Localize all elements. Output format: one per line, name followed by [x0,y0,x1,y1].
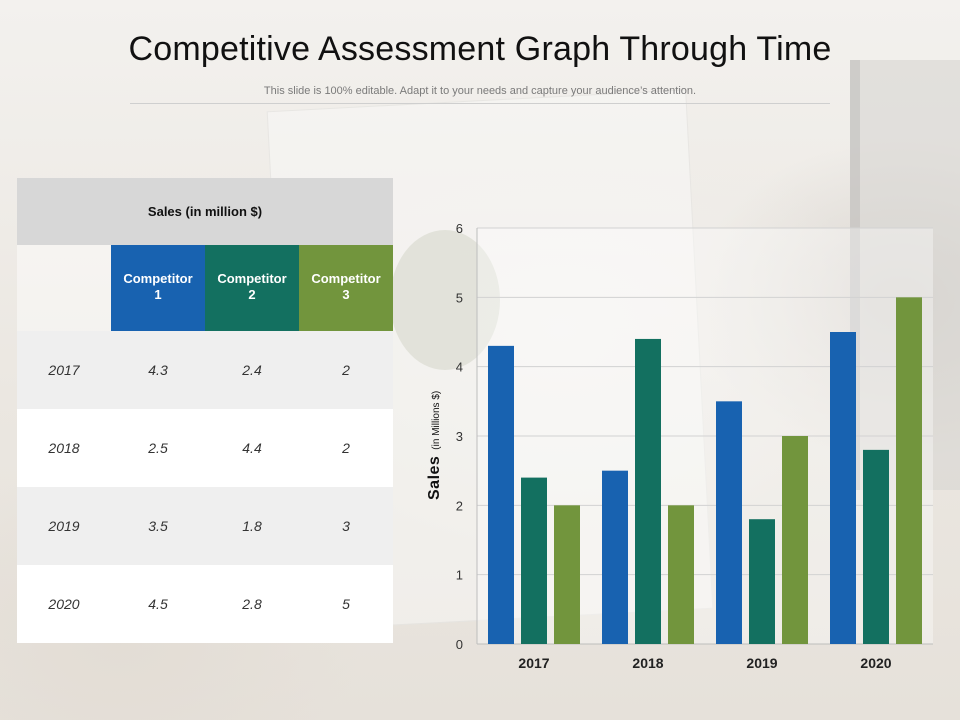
sales-table: Sales (in million $) Competitor 1 Compet… [17,178,393,643]
column-header-line1: Competitor [311,271,381,286]
table-row: 2019 3.5 1.8 3 [17,487,393,565]
column-header-line1: Competitor [217,271,287,286]
cell-competitor-3: 5 [342,596,350,612]
cell-competitor-1: 4.3 [148,362,168,378]
table-row: 2020 4.5 2.8 5 [17,565,393,643]
cell-competitor-2: 4.4 [242,440,262,456]
row-year: 2019 [48,518,80,534]
y-tick-label: 6 [456,221,463,236]
column-header-line2: 2 [248,287,256,302]
bar-competitor-1-2017 [488,345,514,644]
cell-competitor-2: 1.8 [242,518,262,534]
background-laptop [850,60,960,490]
cell-competitor-2: 2.4 [242,362,262,378]
cell-competitor-3: 2 [342,440,350,456]
cell-competitor-1: 3.5 [148,518,168,534]
cell-competitor-3: 2 [342,362,350,378]
y-tick-label: 5 [456,290,463,305]
bar-competitor-1-2020 [830,332,856,644]
column-header-competitor-2: Competitor 2 [205,245,299,331]
table-caption: Sales (in million $) [17,178,393,245]
table-row: 2018 2.5 4.4 2 [17,409,393,487]
cell-competitor-3: 3 [342,518,350,534]
x-tick-label: 2019 [746,655,777,671]
column-header-competitor-1: Competitor 1 [111,245,205,331]
y-tick-label: 4 [456,360,463,375]
bar-competitor-3-2017 [554,505,580,644]
x-tick-label: 2018 [632,655,663,671]
column-header-line1: Competitor [123,271,193,286]
bar-competitor-3-2019 [782,436,808,644]
column-header-line2: 1 [154,287,162,302]
column-header-competitor-3: Competitor 3 [299,245,393,331]
cell-competitor-1: 2.5 [148,440,168,456]
table-row: 2017 4.3 2.4 2 [17,331,393,409]
bar-competitor-1-2019 [716,401,742,644]
y-tick-label: 3 [456,429,463,444]
bar-competitor-2-2019 [749,519,775,644]
table-header-blank [17,245,111,331]
bar-competitor-1-2018 [602,470,628,644]
slide-subtitle: This slide is 100% editable. Adapt it to… [130,85,830,104]
cell-competitor-1: 4.5 [148,596,168,612]
row-year: 2018 [48,440,80,456]
x-tick-label: 2020 [860,655,891,671]
bar-competitor-3-2018 [668,505,694,644]
cell-competitor-2: 2.8 [242,596,262,612]
x-tick-label: 2017 [518,655,549,671]
sales-bar-chart: 0 1 2 3 4 5 6 2017 2018 2019 2020 [456,221,933,671]
row-year: 2020 [48,596,80,612]
y-tick-label: 2 [456,498,463,513]
background-pie-chart [390,230,500,370]
slide-title: Competitive Assessment Graph Through Tim… [128,30,832,68]
row-year: 2017 [48,362,80,378]
bar-competitor-3-2020 [896,297,922,644]
bar-competitor-2-2020 [863,449,889,644]
bar-competitor-2-2018 [635,338,661,644]
y-tick-label: 0 [456,637,463,652]
y-tick-label: 1 [456,568,463,583]
bar-competitor-2-2017 [521,477,547,644]
column-header-line2: 3 [342,287,350,302]
